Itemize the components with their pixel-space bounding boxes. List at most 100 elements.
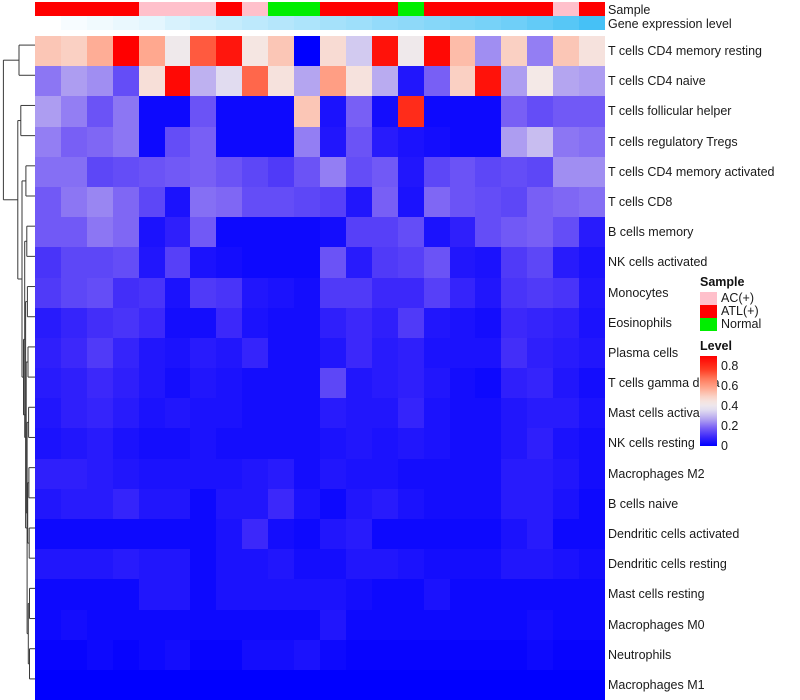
heatmap-row <box>35 36 605 67</box>
heatmap-cell <box>112 337 139 369</box>
heatmap-cell <box>190 66 217 97</box>
heatmap-cell <box>423 36 450 67</box>
row-label: T cells CD4 memory activated <box>608 164 775 179</box>
sample-legend-label: ATL(+) <box>721 304 759 318</box>
heatmap-cell <box>397 277 424 308</box>
heatmap-cell <box>319 398 346 429</box>
heatmap-cell <box>190 307 217 338</box>
heatmap-cell <box>501 368 528 399</box>
heatmap-cell <box>242 96 269 127</box>
heatmap-cell <box>60 337 87 369</box>
heatmap-cell <box>86 458 113 489</box>
heatmap-cell <box>35 488 61 519</box>
heatmap-cell <box>553 66 580 97</box>
heatmap-cell <box>164 247 191 278</box>
heatmap-cell <box>579 337 605 369</box>
heatmap-cell <box>553 96 580 127</box>
heatmap-cell <box>190 579 217 610</box>
heatmap-cell <box>216 669 243 700</box>
heatmap-cell <box>60 126 87 157</box>
heatmap-cell <box>294 428 320 459</box>
heatmap-cell <box>164 36 191 67</box>
heatmap-cell <box>268 669 295 700</box>
heatmap-cell <box>371 609 398 640</box>
heatmap-cell <box>35 398 61 429</box>
heatmap-cell <box>319 307 346 338</box>
heatmap-cell <box>60 96 87 127</box>
heatmap-cell <box>112 488 139 519</box>
heatmap-cell <box>60 398 87 429</box>
heatmap-cell <box>345 609 372 640</box>
heatmap-cell <box>579 458 605 489</box>
heatmap-cell <box>553 307 580 338</box>
heatmap-cell <box>579 36 605 67</box>
heatmap-cell <box>138 519 165 550</box>
row-dendrogram <box>0 30 35 700</box>
heatmap-cell <box>319 458 346 489</box>
heatmap-cell <box>60 488 87 519</box>
heatmap-cell <box>527 277 554 308</box>
heatmap-row <box>35 609 605 640</box>
heatmap-cell <box>242 458 269 489</box>
heatmap-cell <box>501 458 528 489</box>
heatmap-cell <box>371 488 398 519</box>
heatmap-cell <box>294 368 320 399</box>
heatmap-cell <box>216 579 243 610</box>
heatmap-cell <box>345 398 372 429</box>
heatmap-cell <box>475 126 502 157</box>
heatmap-cell <box>371 519 398 550</box>
sample-annotation-cell <box>138 2 165 16</box>
heatmap-cell <box>112 307 139 338</box>
heatmap-cell <box>397 669 424 700</box>
heatmap-cell <box>190 488 217 519</box>
sample-annotation-cell <box>501 2 528 16</box>
heatmap-cell <box>319 579 346 610</box>
heatmap-cell <box>242 368 269 399</box>
row-label: Macrophages M2 <box>608 466 705 481</box>
heatmap-cell <box>60 307 87 338</box>
heatmap-cell <box>86 186 113 218</box>
sample-legend-label: Normal <box>721 317 762 331</box>
heatmap-cell <box>242 398 269 429</box>
heatmap-cell <box>35 609 61 640</box>
heatmap-cell <box>60 579 87 610</box>
heatmap-cell <box>242 488 269 519</box>
heatmap-cell <box>86 368 113 399</box>
sample-annotation-cell <box>190 2 217 16</box>
heatmap-cell <box>501 247 528 278</box>
heatmap-cell <box>345 277 372 308</box>
heatmap-cell <box>371 186 398 218</box>
heatmap-cell <box>164 126 191 157</box>
gene-expression-annotation-cell <box>35 16 61 30</box>
heatmap-cell <box>294 217 320 248</box>
heatmap-cell <box>60 609 87 640</box>
gene-expression-annotation-bar <box>35 16 605 30</box>
heatmap-cell <box>397 609 424 640</box>
heatmap-cell <box>345 66 372 97</box>
heatmap-cell <box>319 428 346 459</box>
heatmap-cell <box>501 609 528 640</box>
heatmap-cell <box>242 669 269 700</box>
heatmap-cell <box>60 519 87 550</box>
heatmap-cell <box>475 217 502 248</box>
heatmap-cell <box>527 549 554 580</box>
heatmap-cell <box>319 186 346 218</box>
sample-annotation-cell <box>319 2 346 16</box>
heatmap-cell <box>501 579 528 610</box>
heatmap-cell <box>268 458 295 489</box>
heatmap-cell <box>423 609 450 640</box>
heatmap-cell <box>86 488 113 519</box>
gene-expression-annotation-cell <box>138 16 165 30</box>
heatmap-cell <box>294 186 320 218</box>
sample-annotation-cell <box>35 2 61 16</box>
gene-expression-annotation-cell <box>371 16 398 30</box>
heatmap-cell <box>294 398 320 429</box>
gene-expression-annotation-cell <box>345 16 372 30</box>
heatmap-cell <box>138 549 165 580</box>
heatmap-cell <box>449 307 476 338</box>
heatmap-cell <box>423 66 450 97</box>
heatmap-cell <box>242 66 269 97</box>
heatmap-cell <box>138 186 165 218</box>
heatmap-cell <box>268 307 295 338</box>
heatmap-cell <box>60 247 87 278</box>
